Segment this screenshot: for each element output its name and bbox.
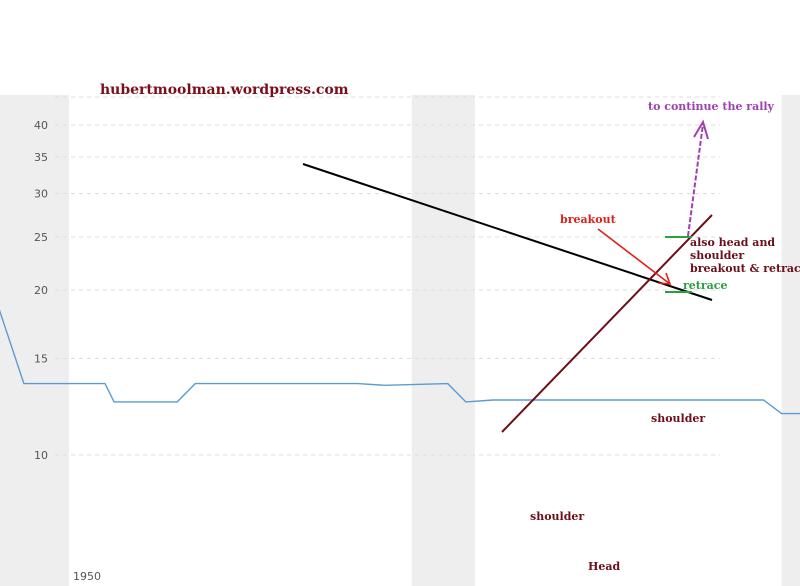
label-hs-2: shoulder [690,249,744,262]
recession-band [411,95,475,586]
rally-arrow [687,123,704,237]
series-line [0,309,800,415]
y-tick-label: 10 [34,449,48,462]
y-tick-label: 30 [34,188,48,201]
resistance-trendline [302,163,713,301]
label-head: Head [588,560,621,573]
y-axis: 10 15 20 25 30 35 40 [34,119,48,462]
label-rally: to continue the rally [648,100,775,113]
label-hs-3: breakout & retrace [690,262,800,275]
y-tick-label: 40 [34,119,48,132]
x-axis: 1950196019701980199020002010 [73,570,101,583]
label-right-shoulder: shoulder [651,412,705,425]
y-tick-label: 20 [34,284,48,297]
y-tick-label: 15 [34,352,48,365]
chart-title: hubertmoolman.wordpress.com [100,82,349,98]
recession-band [0,95,69,586]
label-retrace: retrace [683,279,728,292]
recession-band [781,95,800,586]
y-tick-label: 35 [34,151,48,164]
label-left-shoulder: shoulder [530,510,584,523]
y-tick-label: 25 [34,231,48,244]
recession-bands [0,95,800,586]
x-tick-label: 1950 [73,570,101,583]
breakout-arrow [597,228,672,285]
neckline [501,214,713,433]
label-breakout: breakout [560,213,617,226]
label-hs-1: also head and [690,236,775,249]
rally-arrow-head [693,119,709,140]
